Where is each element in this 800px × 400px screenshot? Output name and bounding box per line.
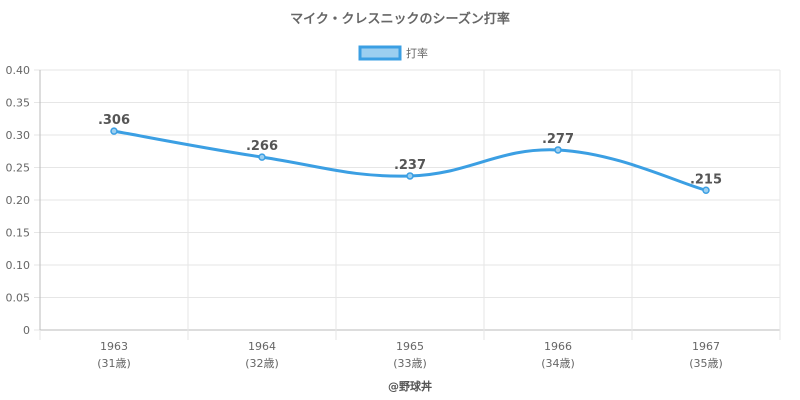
legend-swatch — [358, 45, 402, 61]
data-label: .277 — [542, 132, 574, 147]
x-tick-label: 1964 — [248, 340, 276, 353]
legend-label: 打率 — [406, 46, 428, 60]
x-tick-sublabel: (32歳) — [245, 357, 279, 370]
x-tick-sublabel: (34歳) — [541, 357, 575, 370]
y-tick-label: 0.35 — [6, 97, 31, 110]
y-tick-label: 0.30 — [6, 129, 31, 142]
footer-credit: @野球丼 — [388, 379, 432, 393]
y-tick-label: 0.15 — [6, 227, 31, 240]
data-point[interactable] — [702, 186, 710, 194]
data-label: .306 — [98, 113, 130, 128]
x-tick-sublabel: (35歳) — [689, 357, 723, 370]
data-label: .266 — [246, 139, 278, 154]
x-axis: 1963 (31歳) 1964 (32歳) 1965 (33歳) 1966 (34歳) 1967… — [97, 340, 723, 370]
y-axis: 0 0.05 0.10 0.15 0.20 0.25 0.30 0.35 0.40 — [6, 64, 41, 337]
y-tick-label: 0.40 — [6, 64, 31, 77]
chart-title: マイク・クレスニックのシーズン打率 — [290, 11, 510, 27]
x-tick-sublabel: (33歳) — [393, 357, 427, 370]
y-tick-label: 0.05 — [6, 292, 31, 305]
y-tick-label: 0 — [23, 324, 30, 337]
x-tick-label: 1963 — [100, 340, 128, 353]
data-label: .237 — [394, 158, 426, 173]
x-tick-sublabel: (31歳) — [97, 357, 131, 370]
data-label: .215 — [690, 172, 722, 187]
series-line-group: .306 .266 .237 .277 .215 — [98, 113, 722, 194]
grid — [39, 69, 781, 340]
x-tick-label: 1967 — [692, 340, 720, 353]
data-point[interactable] — [406, 172, 414, 180]
data-point[interactable] — [110, 127, 118, 135]
y-tick-label: 0.20 — [6, 194, 31, 207]
x-tick-label: 1966 — [544, 340, 572, 353]
y-tick-label: 0.25 — [6, 162, 31, 175]
y-tick-label: 0.10 — [6, 259, 31, 272]
x-tick-label: 1965 — [396, 340, 424, 353]
legend[interactable]: 打率 — [358, 45, 428, 61]
data-point[interactable] — [258, 153, 266, 161]
data-point[interactable] — [554, 146, 562, 154]
